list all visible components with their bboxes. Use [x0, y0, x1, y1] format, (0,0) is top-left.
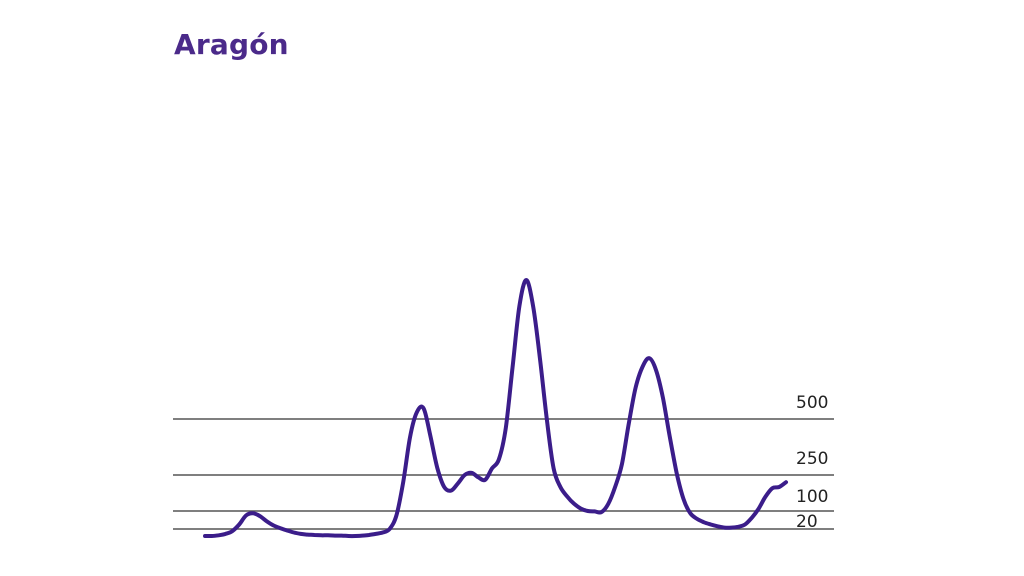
series-line-0 [203, 278, 788, 539]
chart-title: Aragón [174, 28, 289, 61]
y-tick-label-100: 100 [796, 487, 828, 507]
y-tick-label-250: 250 [796, 449, 828, 469]
y-tick-label-500: 500 [796, 393, 828, 413]
y-tick-label-20: 20 [796, 512, 818, 532]
